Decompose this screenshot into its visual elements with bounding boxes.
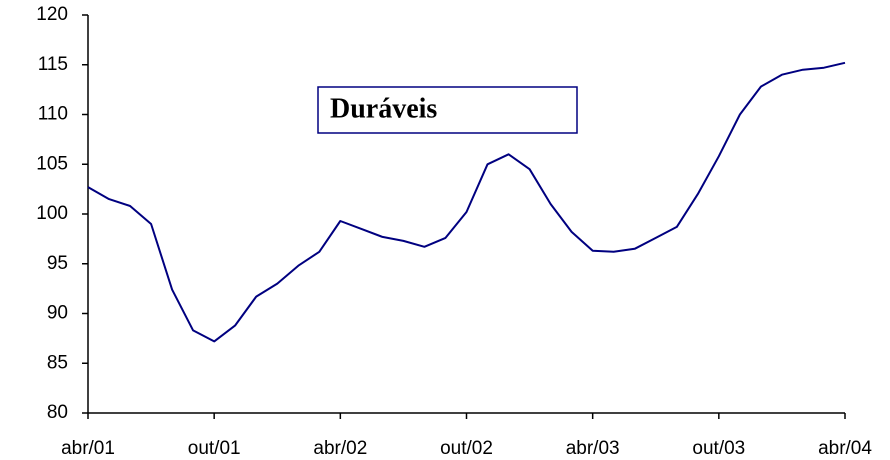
x-tick-label: abr/01 (61, 438, 115, 459)
x-tick-label: abr/03 (566, 438, 620, 459)
y-tick-label: 85 (47, 352, 68, 373)
chart-title: Duráveis (330, 93, 437, 124)
y-tick-label: 120 (36, 4, 68, 25)
y-tick-label: 105 (36, 153, 68, 174)
title-box (317, 86, 578, 134)
y-tick-label: 90 (47, 303, 68, 324)
x-tick-label: abr/04 (818, 438, 872, 459)
y-tick-label: 95 (47, 253, 68, 274)
y-tick-label: 100 (36, 203, 68, 224)
x-tick-label: abr/02 (313, 438, 367, 459)
x-tick-label: out/03 (692, 438, 745, 459)
x-tick-label: out/02 (440, 438, 493, 459)
data-line (87, 61, 846, 343)
x-tick-label: out/01 (188, 438, 241, 459)
y-tick-label: 115 (38, 54, 68, 75)
y-tick-label: 80 (47, 402, 68, 423)
y-tick-label: 110 (38, 104, 68, 125)
